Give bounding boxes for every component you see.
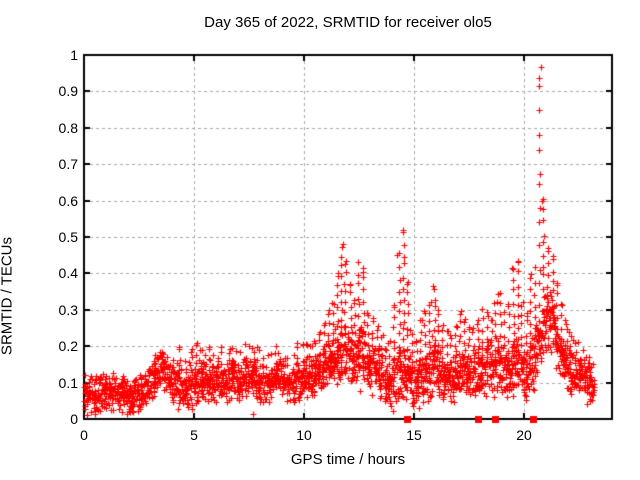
x-tick-label: 20 bbox=[516, 427, 532, 443]
y-tick-label: 0.7 bbox=[58, 156, 78, 173]
x-tick-label: 15 bbox=[406, 427, 422, 443]
y-tick-label: 0.4 bbox=[58, 265, 78, 282]
y-tick-label: 0 bbox=[70, 411, 78, 427]
x-tick-label: 5 bbox=[190, 427, 198, 443]
y-tick-label: 0.9 bbox=[58, 83, 78, 100]
y-tick-label: 0.3 bbox=[58, 301, 78, 318]
x-tick-label: 10 bbox=[296, 427, 312, 443]
y-tick-label: 0.1 bbox=[58, 374, 78, 391]
y-tick-label: 0.6 bbox=[58, 192, 78, 209]
x-tick-label: 0 bbox=[80, 427, 88, 443]
y-tick-label: 0.2 bbox=[58, 338, 78, 355]
y-axis-label-text: SRMTID / TECUs bbox=[0, 237, 15, 356]
y-tick-label: 1 bbox=[70, 47, 78, 63]
y-tick-label: 0.5 bbox=[58, 229, 78, 245]
chart-title: Day 365 of 2022, SRMTID for receiver olo… bbox=[204, 14, 492, 31]
y-tick-label: 0.8 bbox=[58, 119, 78, 136]
x-axis-label: GPS time / hours bbox=[290, 451, 406, 468]
